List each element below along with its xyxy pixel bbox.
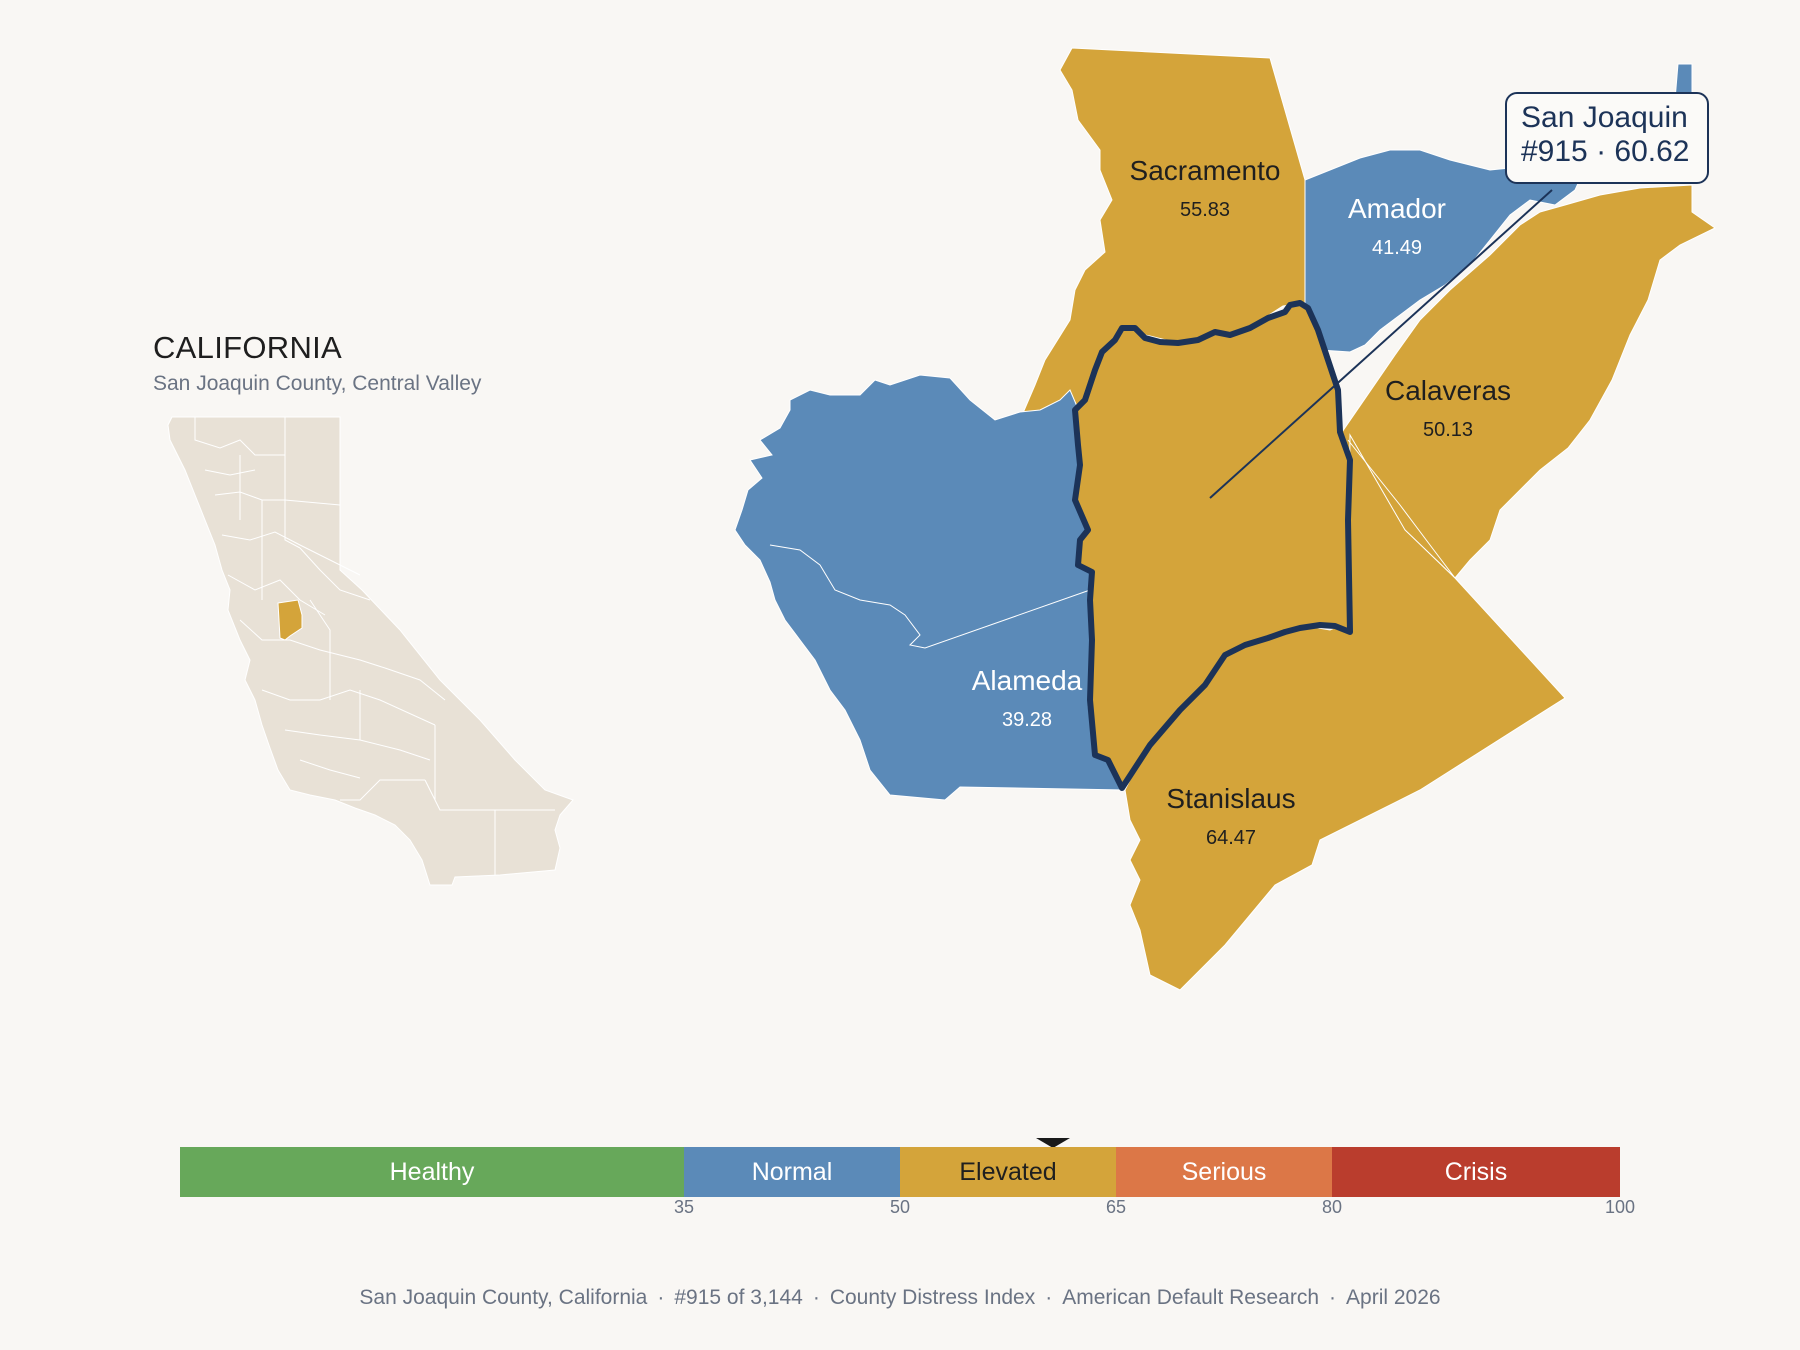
label-amador-value: 41.49: [1372, 237, 1422, 259]
scale-label-healthy: Healthy: [389, 1157, 475, 1186]
label-calaveras-name: Calaveras: [1385, 375, 1511, 406]
scale-label-elevated: Elevated: [959, 1157, 1057, 1186]
state-title: CALIFORNIA: [153, 330, 343, 365]
scale-tick-80: 80: [1321, 1197, 1343, 1217]
scale-tick-50: 50: [889, 1197, 911, 1217]
county-alameda[interactable]: [734, 374, 1126, 801]
scale-tick-100: 100: [1604, 1197, 1636, 1217]
california-county-lines: [194, 417, 555, 875]
county-amador[interactable]: [1304, 139, 1599, 353]
scale-label-crisis: Crisis: [1444, 1157, 1508, 1186]
callout-leader-line: [1209, 189, 1553, 499]
distress-scale-bar: Healthy Normal Elevated Serious Crisis: [180, 1147, 1620, 1197]
footer-date: April 2026: [1346, 1286, 1441, 1309]
scale-segment-crisis: Crisis: [1332, 1147, 1620, 1197]
label-amador-name: Amador: [1348, 193, 1446, 224]
footer-rank: #915 of 3,144: [674, 1286, 803, 1309]
scale-marker-pointer: [1035, 1138, 1070, 1148]
label-sacramento-value: 55.83: [1180, 199, 1230, 221]
scale-tick-35: 35: [673, 1197, 695, 1217]
footer-county: San Joaquin County, California: [359, 1286, 648, 1309]
footer-index-name: County Distress Index: [829, 1286, 1036, 1309]
calaveras-stanislaus-line: [1347, 439, 1456, 579]
county-calaveras[interactable]: [1339, 184, 1716, 579]
footer-caption: San Joaquin County, California · #915 of 3…: [359, 1286, 1441, 1309]
focus-callout: San Joaquin #915 · 60.62: [1505, 92, 1709, 184]
focus-callout-name: San Joaquin: [1521, 101, 1688, 134]
county-san-joaquin[interactable]: [1072, 300, 1353, 791]
scale-segment-elevated: Elevated: [900, 1147, 1116, 1197]
label-sacramento-name: Sacramento: [1130, 155, 1281, 186]
scale-segment-healthy: Healthy: [180, 1147, 684, 1197]
label-calaveras-value: 50.13: [1423, 419, 1473, 441]
focus-callout-rank-value: #915 · 60.62: [1521, 135, 1690, 168]
alameda-river-line: [769, 544, 1091, 649]
label-stanislaus-value: 64.47: [1206, 827, 1256, 849]
scale-tick-65: 65: [1105, 1197, 1127, 1217]
label-stanislaus-name: Stanislaus: [1166, 783, 1295, 814]
scale-label-normal: Normal: [751, 1157, 833, 1186]
san-joaquin-inset-highlight: [277, 599, 303, 641]
scale-label-serious: Serious: [1181, 1157, 1267, 1186]
scale-segment-serious: Serious: [1116, 1147, 1332, 1197]
scale-segment-normal: Normal: [684, 1147, 900, 1197]
state-subtitle: San Joaquin County, Central Valley: [153, 372, 482, 395]
label-alameda-name: Alameda: [972, 665, 1083, 696]
footer-publisher: American Default Research: [1062, 1286, 1320, 1309]
label-alameda-value: 39.28: [1002, 709, 1052, 731]
